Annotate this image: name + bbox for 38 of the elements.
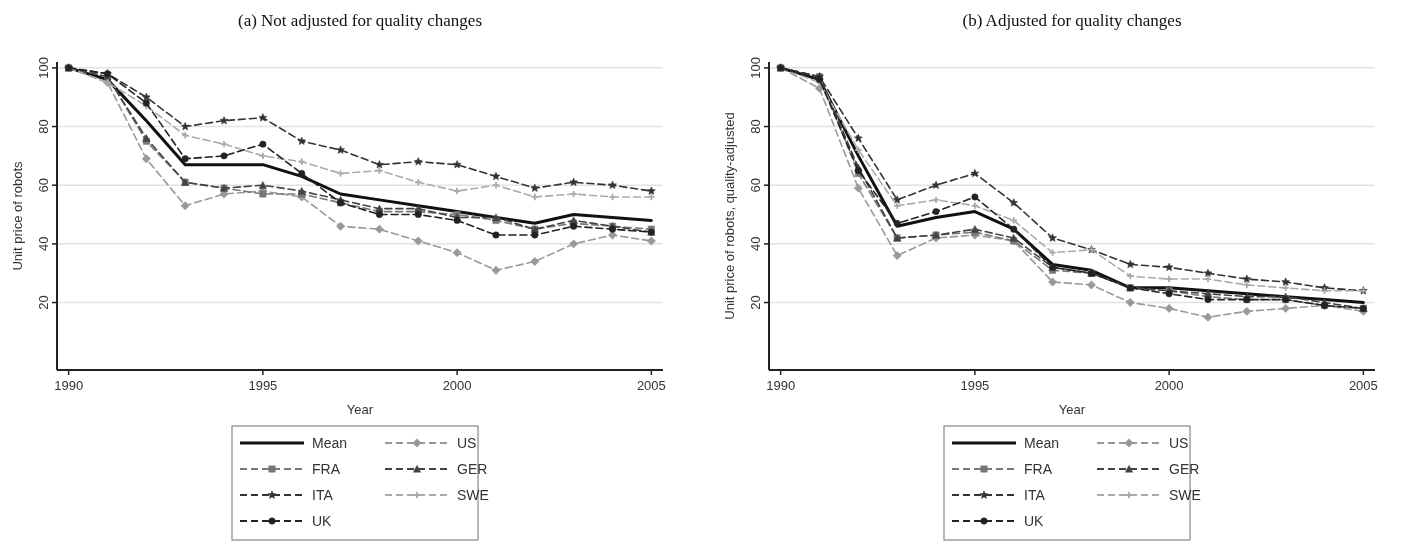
y-axis-title: Unit price of robots, quality-adjusted [722, 112, 737, 320]
x-axis-title: Year [346, 402, 374, 417]
legend-label: Mean [1024, 435, 1060, 451]
chart-title: (b) Adjusted for quality changes [962, 11, 1182, 30]
x-tick-label: 1990 [766, 378, 796, 393]
legend-label: FRA [1024, 461, 1053, 477]
x-tick-label: 1995 [960, 378, 990, 393]
y-tick-label: 80 [748, 119, 763, 134]
chart-title: (a) Not adjusted for quality changes [237, 11, 483, 30]
y-tick-label: 20 [36, 295, 51, 310]
legend-label: GER [1169, 461, 1200, 477]
legend-label: UK [1024, 513, 1045, 529]
y-axis-title: Unit price of robots [10, 160, 25, 271]
legend-label: US [1169, 435, 1189, 451]
legend-label: ITA [312, 487, 334, 503]
legend-label: GER [457, 461, 488, 477]
y-tick-label: 80 [36, 119, 51, 134]
legend-label: US [457, 435, 477, 451]
y-tick-label: 60 [748, 177, 763, 193]
y-tick-label: 100 [36, 57, 51, 79]
x-tick-label: 2000 [1154, 378, 1184, 393]
x-tick-label: 2005 [1348, 378, 1378, 393]
y-tick-label: 40 [748, 236, 763, 252]
legend-label: UK [312, 513, 333, 529]
x-tick-label: 2005 [636, 378, 666, 393]
legend-label: SWE [1169, 487, 1201, 503]
legend-label: ITA [1024, 487, 1046, 503]
legend-label: FRA [312, 461, 341, 477]
y-tick-label: 40 [36, 236, 51, 252]
y-tick-label: 60 [36, 177, 51, 193]
x-tick-label: 1990 [54, 378, 84, 393]
legend-label: Mean [312, 435, 348, 451]
y-tick-label: 20 [748, 295, 763, 310]
legend-label: SWE [457, 487, 489, 503]
x-tick-label: 1995 [248, 378, 278, 393]
y-tick-label: 100 [748, 57, 763, 79]
x-tick-label: 2000 [442, 378, 472, 393]
x-axis-title: Year [1058, 402, 1086, 417]
